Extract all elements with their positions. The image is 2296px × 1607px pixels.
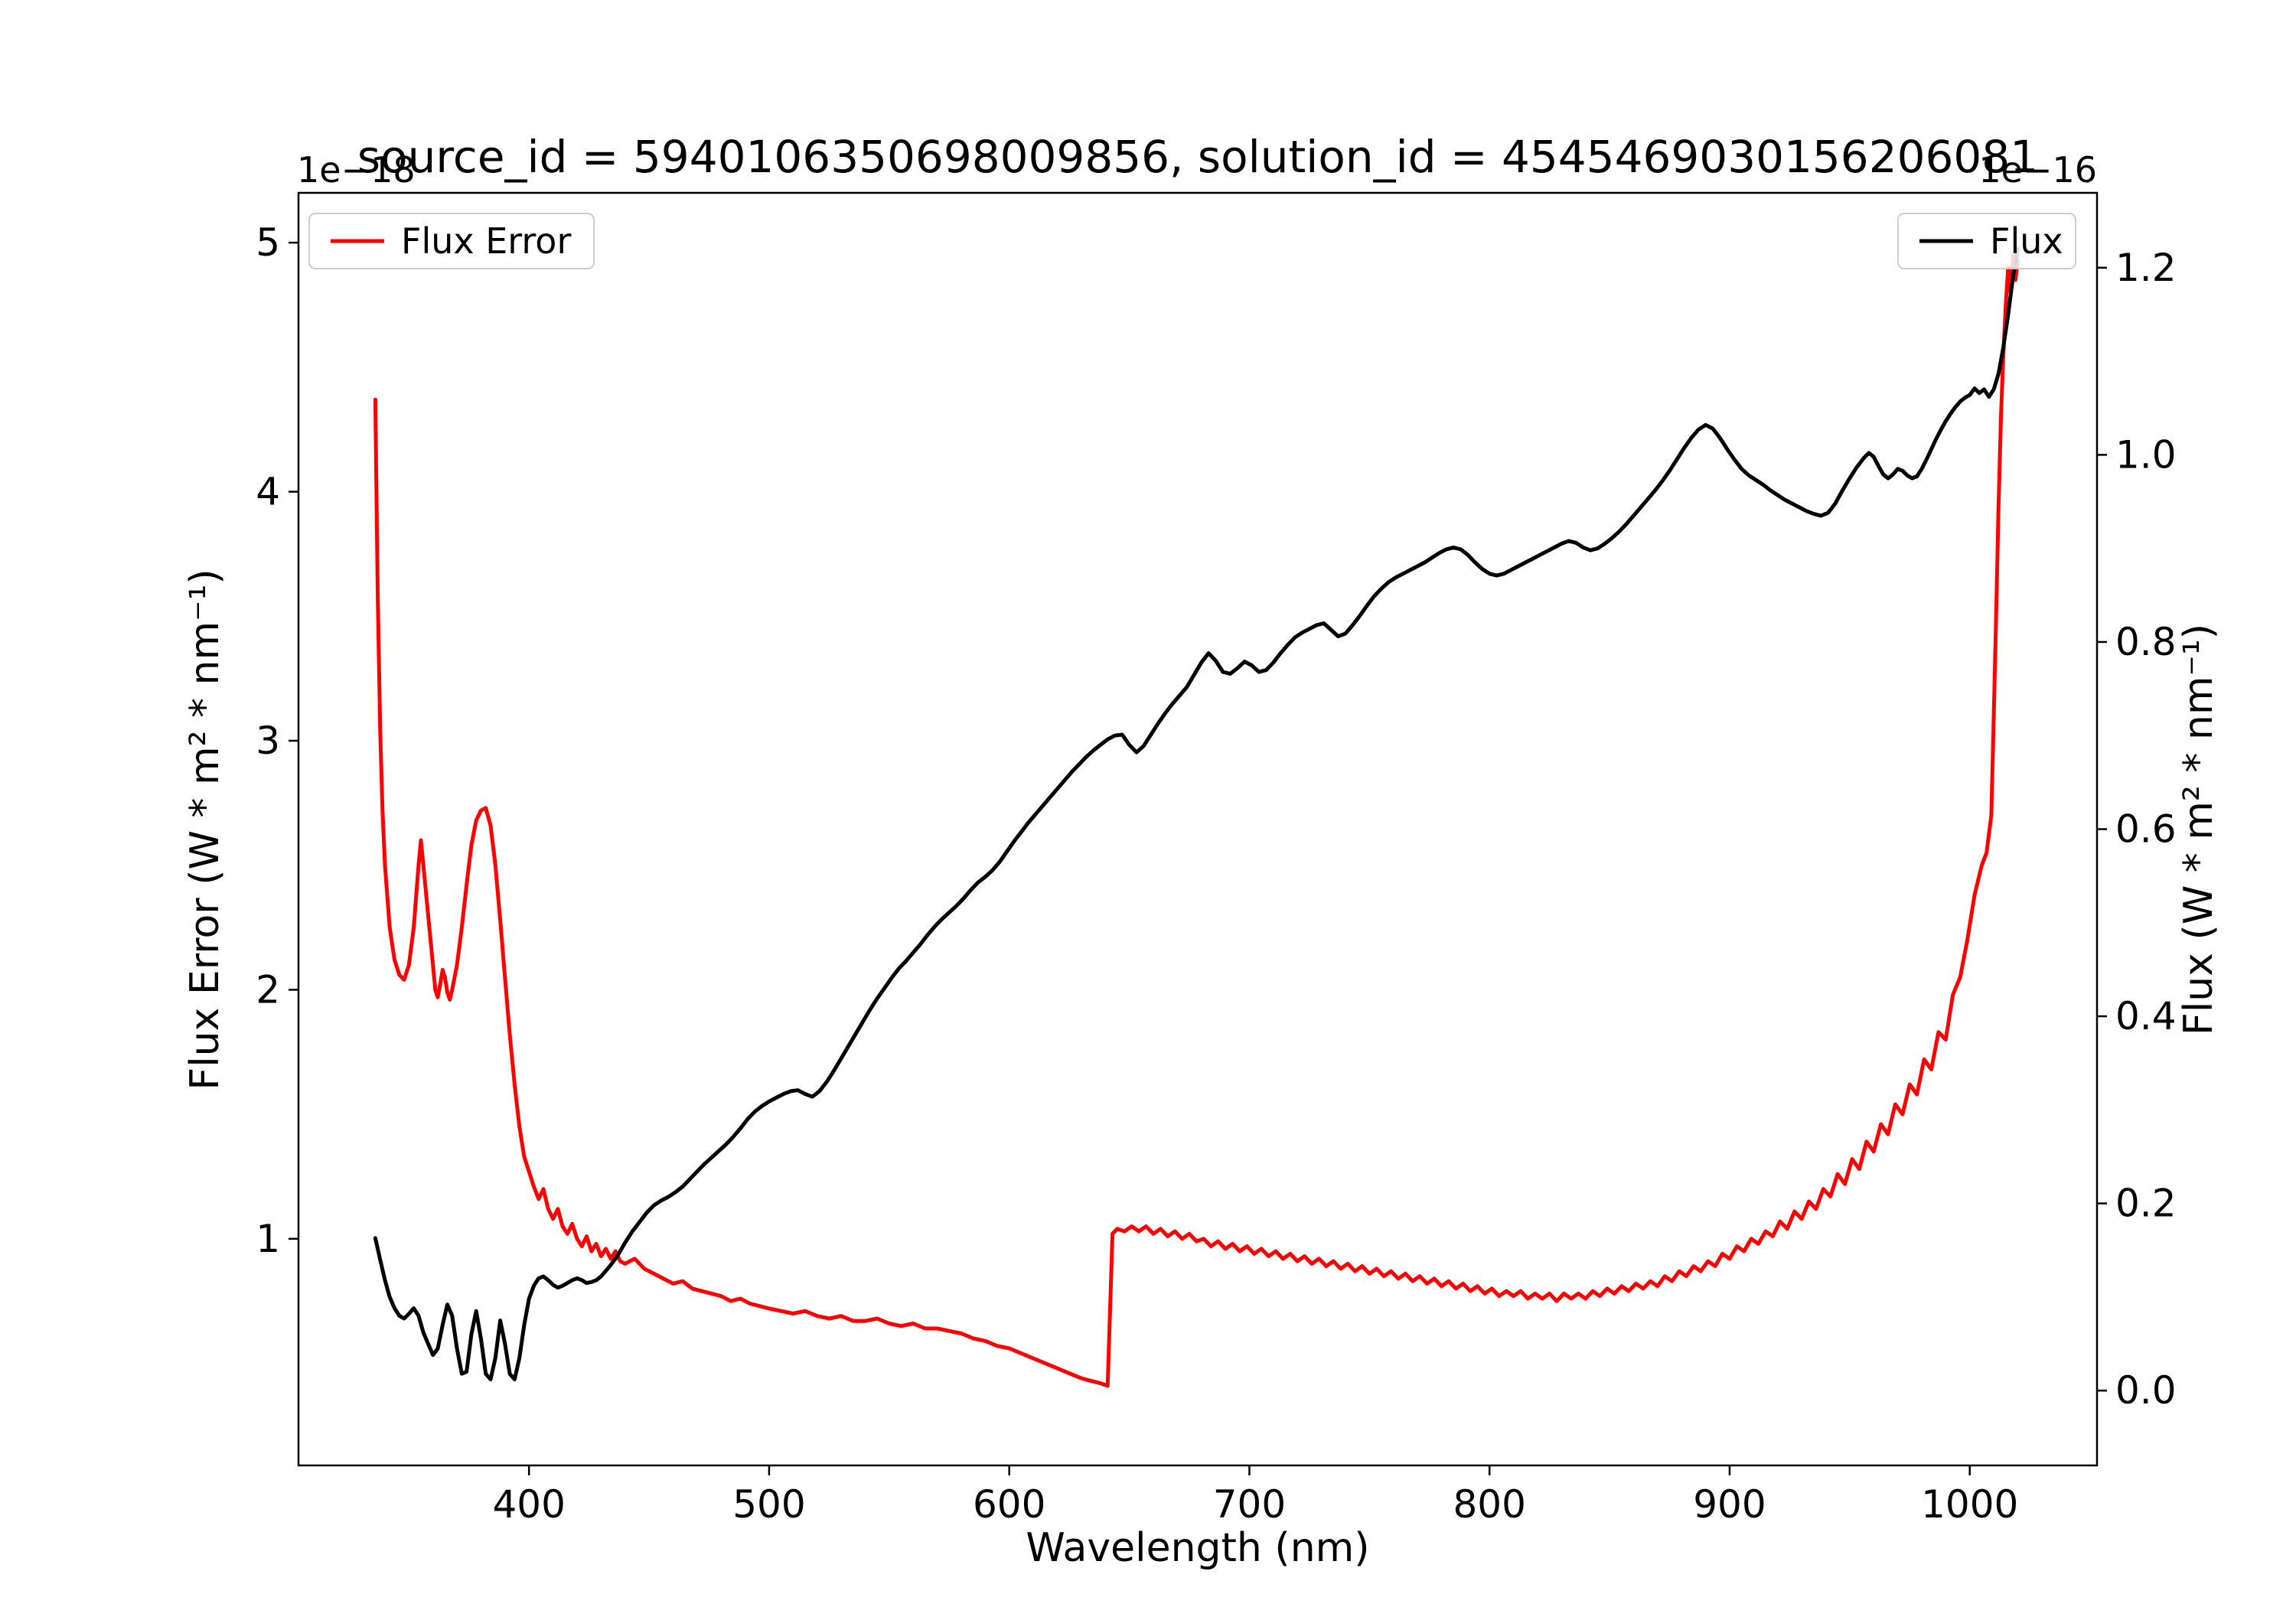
- x-tick-label: 400: [492, 1482, 565, 1527]
- legend-flux-frame: [1897, 213, 2076, 269]
- legend-flux-error-label: Flux Error: [401, 220, 571, 262]
- right-y-tick-label: 0.0: [2115, 1368, 2177, 1413]
- legend-flux-error-frame: [308, 213, 595, 269]
- x-tick-label: 900: [1693, 1482, 1766, 1527]
- legend-flux: Flux: [1897, 213, 2076, 269]
- x-tick-label: 500: [732, 1482, 805, 1527]
- x-tick-label: 700: [1213, 1482, 1286, 1527]
- right-axis-offset-text: 1e−16: [1978, 149, 2097, 191]
- legend-flux-label: Flux: [1990, 220, 2063, 262]
- left-y-tick-label: 2: [256, 967, 280, 1012]
- x-axis-label: Wavelength (nm): [1026, 1525, 1369, 1571]
- x-tick-label: 1000: [1921, 1482, 2018, 1527]
- right-y-axis-label: Flux (W * m² * nm⁻¹): [2176, 624, 2222, 1035]
- right-y-tick-label: 1.0: [2115, 432, 2177, 477]
- right-y-tick-label: 0.4: [2115, 994, 2177, 1038]
- left-y-tick-label: 3: [256, 719, 280, 763]
- chart-title: source_id = 5940106350698009856, solutio…: [357, 131, 2038, 183]
- right-y-tick-label: 0.6: [2115, 807, 2177, 852]
- axes-spines: [297, 191, 2099, 1467]
- dynamic-plot-content: 400 500 600 700 800 900 1000 1 2 3 4 5 0.0 0.2 0.4 0.6 0…: [256, 220, 2176, 1527]
- left-y-tick-label: 4: [256, 470, 280, 514]
- x-tick-label: 800: [1453, 1482, 1525, 1527]
- x-tick-label: 600: [973, 1482, 1045, 1527]
- left-y-axis-label: Flux Error (W * m² * nm⁻¹): [182, 569, 228, 1090]
- left-y-tick-label: 1: [256, 1217, 280, 1261]
- plot-area: [298, 193, 2097, 1465]
- right-y-tick-label: 1.2: [2115, 246, 2177, 290]
- series-flux: [373, 246, 2020, 1381]
- left-y-tick-label: 5: [256, 220, 280, 265]
- right-y-tick-label: 0.2: [2115, 1182, 2177, 1226]
- left-axis-offset-text: 1e−18: [297, 149, 416, 191]
- right-y-tick-label: 0.8: [2115, 620, 2177, 664]
- legend-flux-error: Flux Error: [308, 213, 595, 269]
- series-flux-error: [373, 253, 2020, 1388]
